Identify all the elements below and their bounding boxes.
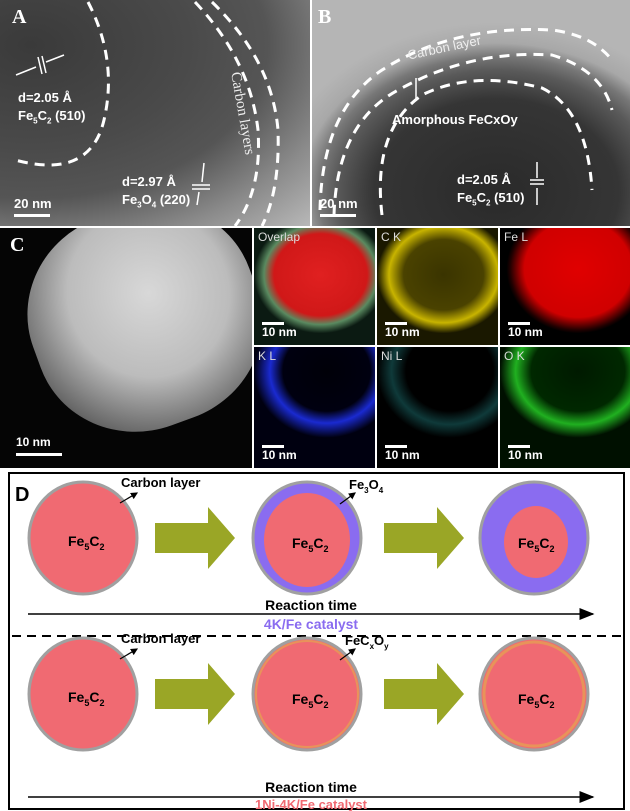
fecxoy-label: FeCxOy <box>345 633 389 651</box>
map-scale-bar: 10 nm <box>508 445 543 462</box>
carbon-layer-label: Carbon layer <box>121 475 200 490</box>
core-formula: Fe5C2 <box>292 691 329 710</box>
particle-image <box>0 228 252 461</box>
panel-b-overlay <box>318 28 614 216</box>
fecxoy-shell <box>482 640 586 748</box>
fecxoy-shell <box>255 640 359 748</box>
panel-b-hrtem: B Carbon layer Amorphous FeCxOy d=2.05 Å… <box>312 0 630 226</box>
map-title: Ni L <box>381 349 403 363</box>
fe5c2-boundary <box>14 1 110 167</box>
carbon-boundary-outer <box>318 28 614 211</box>
eds-map-k-l: K L 10 nm <box>254 347 375 468</box>
transition-arrow <box>155 507 235 569</box>
panel-d-schematic: D Fe5C2 Fe5C2 Fe5C2 Carbon layer Fe3O4 R… <box>8 472 625 811</box>
bottom-row: Fe5C2 Fe5C2 Fe5C2 Carbon layer FeCxOy Re… <box>27 631 595 811</box>
carbon-boundary-outer <box>210 0 280 226</box>
core-formula: Fe5C2 <box>68 533 105 552</box>
scale-bar <box>16 453 62 456</box>
eds-map-o-k: O K 10 nm <box>500 347 630 468</box>
reaction-time-label: Reaction time <box>265 779 357 795</box>
panel-b-label: B <box>318 6 332 28</box>
map-title: C K <box>381 230 402 244</box>
reaction-time-label: Reaction time <box>265 597 357 613</box>
particle-initial <box>27 480 139 596</box>
phase-fe5c2: Fe5C2 (510) <box>18 108 86 126</box>
particle-final <box>478 636 590 752</box>
map-title: Overlap <box>258 230 301 244</box>
particle-initial <box>27 636 139 752</box>
d-spacing-fe5c2: d=2.05 Å <box>457 172 511 187</box>
map-scale-bar: 10 nm <box>508 322 543 339</box>
map-scale-bar: 10 nm <box>385 322 420 339</box>
eds-map-fe-l: Fe L 10 nm <box>500 228 630 345</box>
carbon-boundary-inner <box>332 52 614 216</box>
fecxoy-boundary <box>378 78 594 216</box>
scale-bar-label: 10 nm <box>16 435 51 449</box>
transition-arrow <box>384 663 464 725</box>
top-row: Fe5C2 Fe5C2 Fe5C2 Carbon layer Fe3O4 Rea… <box>27 475 595 632</box>
particle-intermediate <box>251 636 363 752</box>
map-title: O K <box>504 349 525 363</box>
core-formula: Fe5C2 <box>292 535 329 554</box>
carbon-layer-label: Carbon layer <box>121 631 200 646</box>
core-formula: Fe5C2 <box>518 535 555 554</box>
panel-d-label: D <box>15 484 29 506</box>
phase-fe3o4: Fe3O4 (220) <box>122 192 191 210</box>
d-spacing-fe3o4: d=2.97 Å <box>122 174 176 189</box>
core-final <box>504 506 568 578</box>
panel-a-overlay <box>14 0 280 226</box>
map-scale-bar: 10 nm <box>262 445 297 462</box>
d-spacing-fe5c2: d=2.05 Å <box>18 90 72 105</box>
eds-map-c-k: C K 10 nm <box>377 228 498 345</box>
scale-bar-label: 20 nm <box>14 196 52 211</box>
panel-a-label: A <box>12 6 27 28</box>
map-scale-bar: 10 nm <box>262 322 297 339</box>
fe3o4-label: Fe3O4 <box>349 477 384 495</box>
panel-c-label: C <box>10 234 25 256</box>
eds-map-overlap: Overlap 10 nm <box>254 228 375 345</box>
map-title: K L <box>258 349 277 363</box>
core-intermediate <box>264 493 350 587</box>
map-title: Fe L <box>504 230 529 244</box>
eds-map-ni-l: Ni L 10 nm <box>377 347 498 468</box>
scale-bar <box>14 214 50 217</box>
core-formula: Fe5C2 <box>518 691 555 710</box>
core-formula: Fe5C2 <box>68 689 105 708</box>
carbon-boundary-inner <box>193 0 260 226</box>
catalyst-label: 1Ni-4K/Fe catalyst <box>255 797 368 811</box>
panel-a-hrtem: A d=2.05 Å Fe5C2 (510) d=2.97 Å Fe3O4 (2… <box>0 0 310 226</box>
map-scale-bar: 10 nm <box>385 445 420 462</box>
scale-bar-label: 20 nm <box>320 196 358 211</box>
amorphous-fecxoy-label: Amorphous FeCxOy <box>392 112 518 127</box>
transition-arrow <box>155 663 235 725</box>
scale-bar <box>320 214 356 217</box>
catalyst-label: 4K/Fe catalyst <box>264 616 358 632</box>
transition-arrow <box>384 507 464 569</box>
panel-c-haadf: C 10 nm <box>0 228 252 468</box>
phase-fe5c2: Fe5C2 (510) <box>457 190 525 208</box>
